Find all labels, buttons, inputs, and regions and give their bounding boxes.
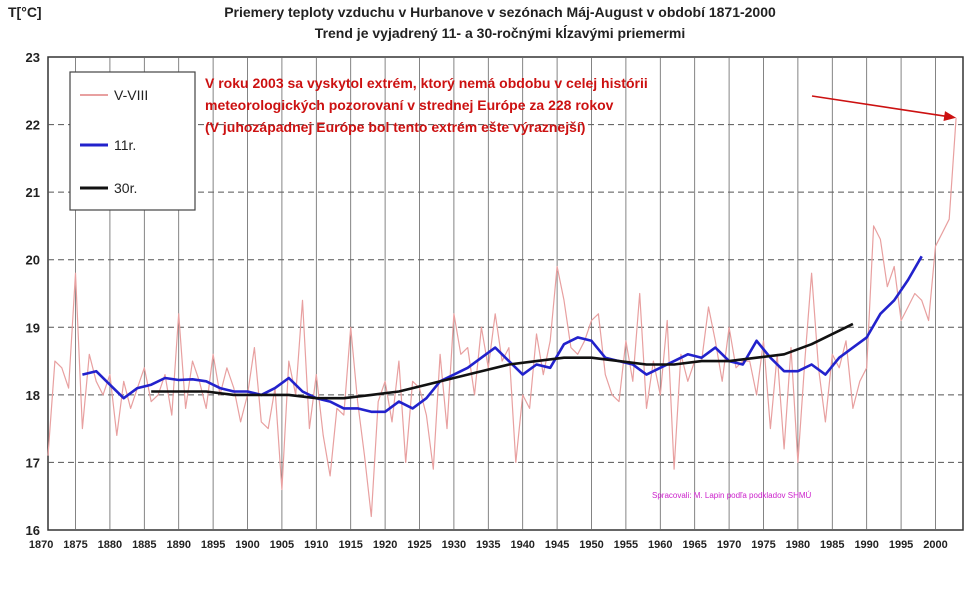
y-tick-label: 23: [26, 50, 40, 65]
x-tick-label: 1935: [476, 539, 500, 551]
x-tick-label: 1955: [614, 539, 638, 551]
y-tick-label: 18: [26, 388, 40, 403]
series-line-30r: [151, 322, 854, 400]
x-tick-label: 1920: [373, 539, 397, 551]
x-tick-label: 1945: [545, 539, 569, 551]
grid: [48, 57, 963, 530]
legend-label-30r: 30r.: [114, 180, 137, 196]
credit-text: Spracovali: M. Lapin podľa podkladov SHM…: [652, 491, 812, 500]
x-tick-label: 1875: [63, 539, 87, 551]
x-tick-label: 1975: [751, 539, 775, 551]
x-tick-label: 1915: [338, 539, 362, 551]
x-tick-label: 1960: [648, 539, 672, 551]
series-lines: [47, 117, 957, 518]
legend: V-VIII 11r. 30r.: [69, 71, 196, 211]
y-tick-label: 22: [26, 118, 40, 133]
y-tick-label: 21: [26, 185, 40, 200]
x-tick-label: 1910: [304, 539, 328, 551]
x-tick-labels: 1870 1875 1880 1885 1890 1895 1900 1905 1910 1915…: [29, 539, 948, 551]
series-line-11r: [82, 255, 923, 414]
annotation-line-3: (V juhozápadnej Európe bol tento extrém …: [205, 119, 585, 135]
x-tick-label: 1925: [407, 539, 431, 551]
annotation-line-2: meteorologických pozorovaní v strednej E…: [205, 97, 614, 113]
legend-label-vviii: V-VIII: [114, 87, 148, 103]
annotation: V roku 2003 sa vyskytol extrém, ktorý ne…: [205, 75, 957, 135]
x-tick-label: 2000: [923, 539, 947, 551]
y-tick-label: 17: [26, 455, 40, 470]
y-tick-labels: 16 17 18 19 20 21 22 23: [26, 50, 40, 538]
annotation-line-1: V roku 2003 sa vyskytol extrém, ktorý ne…: [205, 75, 648, 91]
x-tick-label: 1895: [201, 539, 225, 551]
x-tick-label: 1885: [132, 539, 156, 551]
x-tick-label: 1965: [682, 539, 706, 551]
x-tick-label: 1985: [820, 539, 844, 551]
x-tick-label: 1880: [98, 539, 122, 551]
x-tick-label: 1990: [854, 539, 878, 551]
x-tick-label: 1890: [166, 539, 190, 551]
x-tick-label: 1930: [442, 539, 466, 551]
x-tick-label: 1950: [579, 539, 603, 551]
chart-subtitle: Trend je vyjadrený 11- a 30-ročnými kĺza…: [315, 24, 685, 41]
x-tick-label: 1900: [235, 539, 259, 551]
x-tick-label: 1905: [270, 539, 294, 551]
y-tick-label: 16: [26, 523, 40, 538]
x-tick-label: 1980: [786, 539, 810, 551]
chart-title: Priemery teploty vzduchu v Hurbanove v s…: [224, 4, 776, 20]
y-tick-label: 20: [26, 253, 40, 268]
x-tick-label: 1995: [889, 539, 913, 551]
y-axis-label: T[°C]: [8, 4, 42, 20]
x-tick-label: 1940: [510, 539, 534, 551]
y-tick-label: 19: [26, 320, 40, 335]
x-tick-label: 1970: [717, 539, 741, 551]
legend-label-11r: 11r.: [114, 137, 136, 153]
x-tick-label: 1870: [29, 539, 53, 551]
annotation-arrow-head: [943, 111, 957, 121]
annotation-arrow: [811, 95, 947, 118]
